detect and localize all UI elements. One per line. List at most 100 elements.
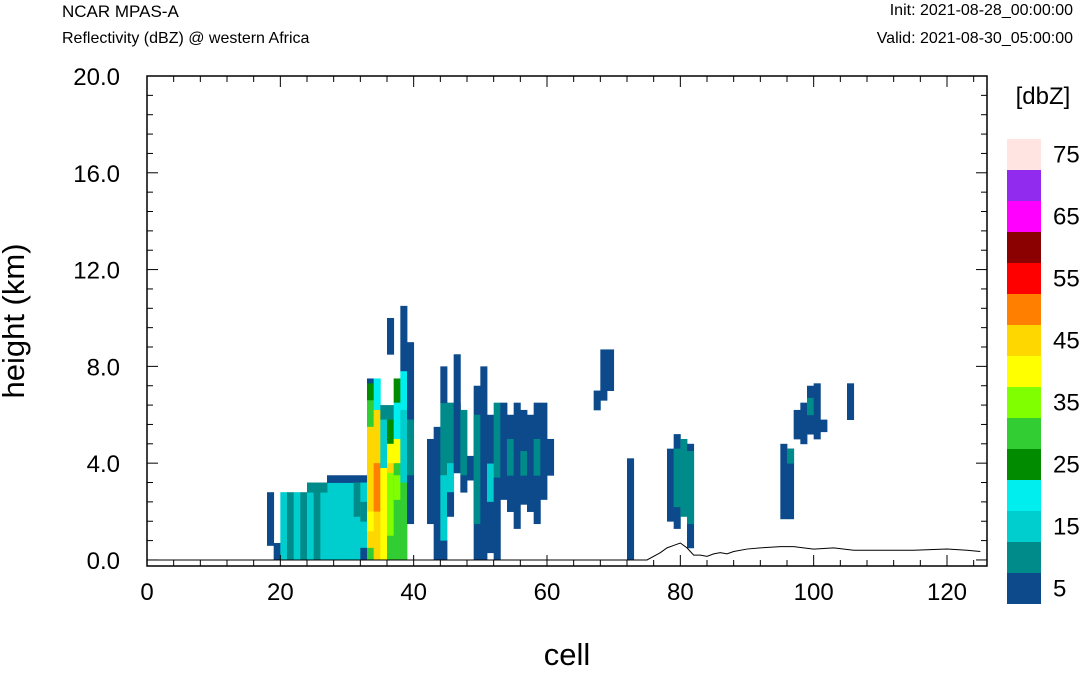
colorbar-label: 45 xyxy=(1053,328,1079,355)
reflectivity-cell xyxy=(393,438,401,464)
reflectivity-cell xyxy=(440,540,448,561)
reflectivity-cell xyxy=(680,438,688,517)
colorbar-label: 55 xyxy=(1053,266,1079,293)
reflectivity-cell xyxy=(380,405,388,421)
reflectivity-cell xyxy=(387,463,395,474)
colorbar-swatch xyxy=(1007,325,1041,356)
reflectivity-cell xyxy=(540,402,548,500)
reflectivity-cell xyxy=(273,543,281,561)
colorbar-swatch xyxy=(1007,542,1041,573)
reflectivity-cell xyxy=(280,492,288,561)
reflectivity-cell xyxy=(480,366,488,464)
reflectivity-cell xyxy=(373,511,381,561)
reflectivity-cell xyxy=(433,426,441,525)
reflectivity-cell xyxy=(533,438,541,476)
reflectivity-cell xyxy=(667,448,675,522)
reflectivity-cell xyxy=(813,383,821,440)
x-tick-label: 100 xyxy=(794,579,834,606)
reflectivity-cell xyxy=(393,475,401,500)
reflectivity-cell xyxy=(373,463,381,512)
reflectivity-cell xyxy=(513,402,521,529)
reflectivity-cell xyxy=(847,383,855,421)
x-tick-label: 20 xyxy=(267,579,294,606)
reflectivity-cell xyxy=(387,419,395,445)
colorbar-label: 5 xyxy=(1053,576,1066,603)
terrain-profile xyxy=(147,542,981,561)
reflectivity-cell xyxy=(807,397,815,416)
reflectivity-cell xyxy=(500,402,508,500)
reflectivity-cell xyxy=(333,482,341,561)
field-subtitle: Reflectivity (dBZ) @ western Africa xyxy=(62,30,310,47)
reflectivity-cell xyxy=(600,349,608,401)
reflectivity-cell xyxy=(307,487,315,561)
reflectivity-cell xyxy=(520,451,528,476)
y-tick-label: 12.0 xyxy=(73,258,120,285)
reflectivity-cell xyxy=(427,438,435,525)
colorbar-label: 65 xyxy=(1053,204,1079,231)
reflectivity-cell xyxy=(487,463,495,503)
reflectivity-cell xyxy=(367,426,375,476)
reflectivity-cell xyxy=(493,477,501,561)
reflectivity-cell xyxy=(447,402,455,464)
reflectivity-cell xyxy=(380,468,388,561)
reflectivity-cell xyxy=(787,448,795,464)
reflectivity-cell xyxy=(447,492,455,517)
colorbar-swatch xyxy=(1007,573,1041,604)
colorbar-swatch xyxy=(1007,294,1041,325)
reflectivity-cell xyxy=(440,366,448,404)
x-tick-label: 80 xyxy=(667,579,694,606)
reflectivity-cell xyxy=(387,472,395,561)
y-tick-label: 0.0 xyxy=(87,548,120,575)
reflectivity-cell xyxy=(320,487,328,561)
reflectivity-cell xyxy=(433,523,441,561)
reflectivity-cell xyxy=(460,409,468,476)
y-tick-label: 4.0 xyxy=(87,451,120,478)
reflectivity-cell xyxy=(440,475,448,541)
reflectivity-cell xyxy=(507,438,515,476)
reflectivity-cell xyxy=(687,451,695,525)
colorbar-swatch xyxy=(1007,511,1041,542)
reflectivity-cell xyxy=(387,535,395,561)
reflectivity-cell xyxy=(327,482,335,561)
reflectivity-cell xyxy=(467,455,475,481)
colorbar-label: 25 xyxy=(1053,452,1079,479)
reflectivity-cell xyxy=(440,402,448,476)
plot-frame xyxy=(146,75,988,567)
reflectivity-cell xyxy=(353,482,361,517)
y-tick-label: 16.0 xyxy=(73,161,120,188)
reflectivity-cell xyxy=(360,547,368,561)
colorbar-swatch xyxy=(1007,232,1041,263)
reflectivity-cell xyxy=(393,402,401,440)
init-time: Init: 2021-08-28_00:00:00 xyxy=(889,2,1073,19)
colorbar-swatch xyxy=(1007,139,1041,170)
reflectivity-cell xyxy=(267,492,275,546)
reflectivity-cell xyxy=(487,501,495,554)
model-title: NCAR MPAS-A xyxy=(62,2,179,21)
colorbar-swatch xyxy=(1007,356,1041,387)
reflectivity-cell xyxy=(480,511,488,561)
reflectivity-cell xyxy=(407,419,415,476)
reflectivity-cell xyxy=(800,402,808,445)
reflectivity-cell xyxy=(627,458,635,561)
reflectivity-cell xyxy=(793,409,801,440)
x-tick-label: 0 xyxy=(140,579,153,606)
colorbar-label: 35 xyxy=(1053,390,1079,417)
colorbar-swatch xyxy=(1007,201,1041,232)
reflectivity-cell xyxy=(367,547,375,561)
terrain-line xyxy=(147,542,981,561)
reflectivity-cell xyxy=(607,349,615,391)
reflectivity-cell xyxy=(400,305,408,372)
x-tick-label: 60 xyxy=(534,579,561,606)
colorbar-label: 15 xyxy=(1053,514,1079,541)
colorbar-swatch xyxy=(1007,170,1041,201)
reflectivity-cell xyxy=(373,409,381,464)
y-axis-label: height (km) xyxy=(0,243,31,398)
reflectivity-cell xyxy=(313,492,321,561)
reflectivity-cell xyxy=(340,482,348,561)
reflectivity-cell xyxy=(287,492,295,561)
reflectivity-cell xyxy=(367,511,375,532)
colorbar-swatch xyxy=(1007,387,1041,418)
x-axis-label: cell xyxy=(544,637,591,672)
reflectivity-cell xyxy=(787,448,795,520)
